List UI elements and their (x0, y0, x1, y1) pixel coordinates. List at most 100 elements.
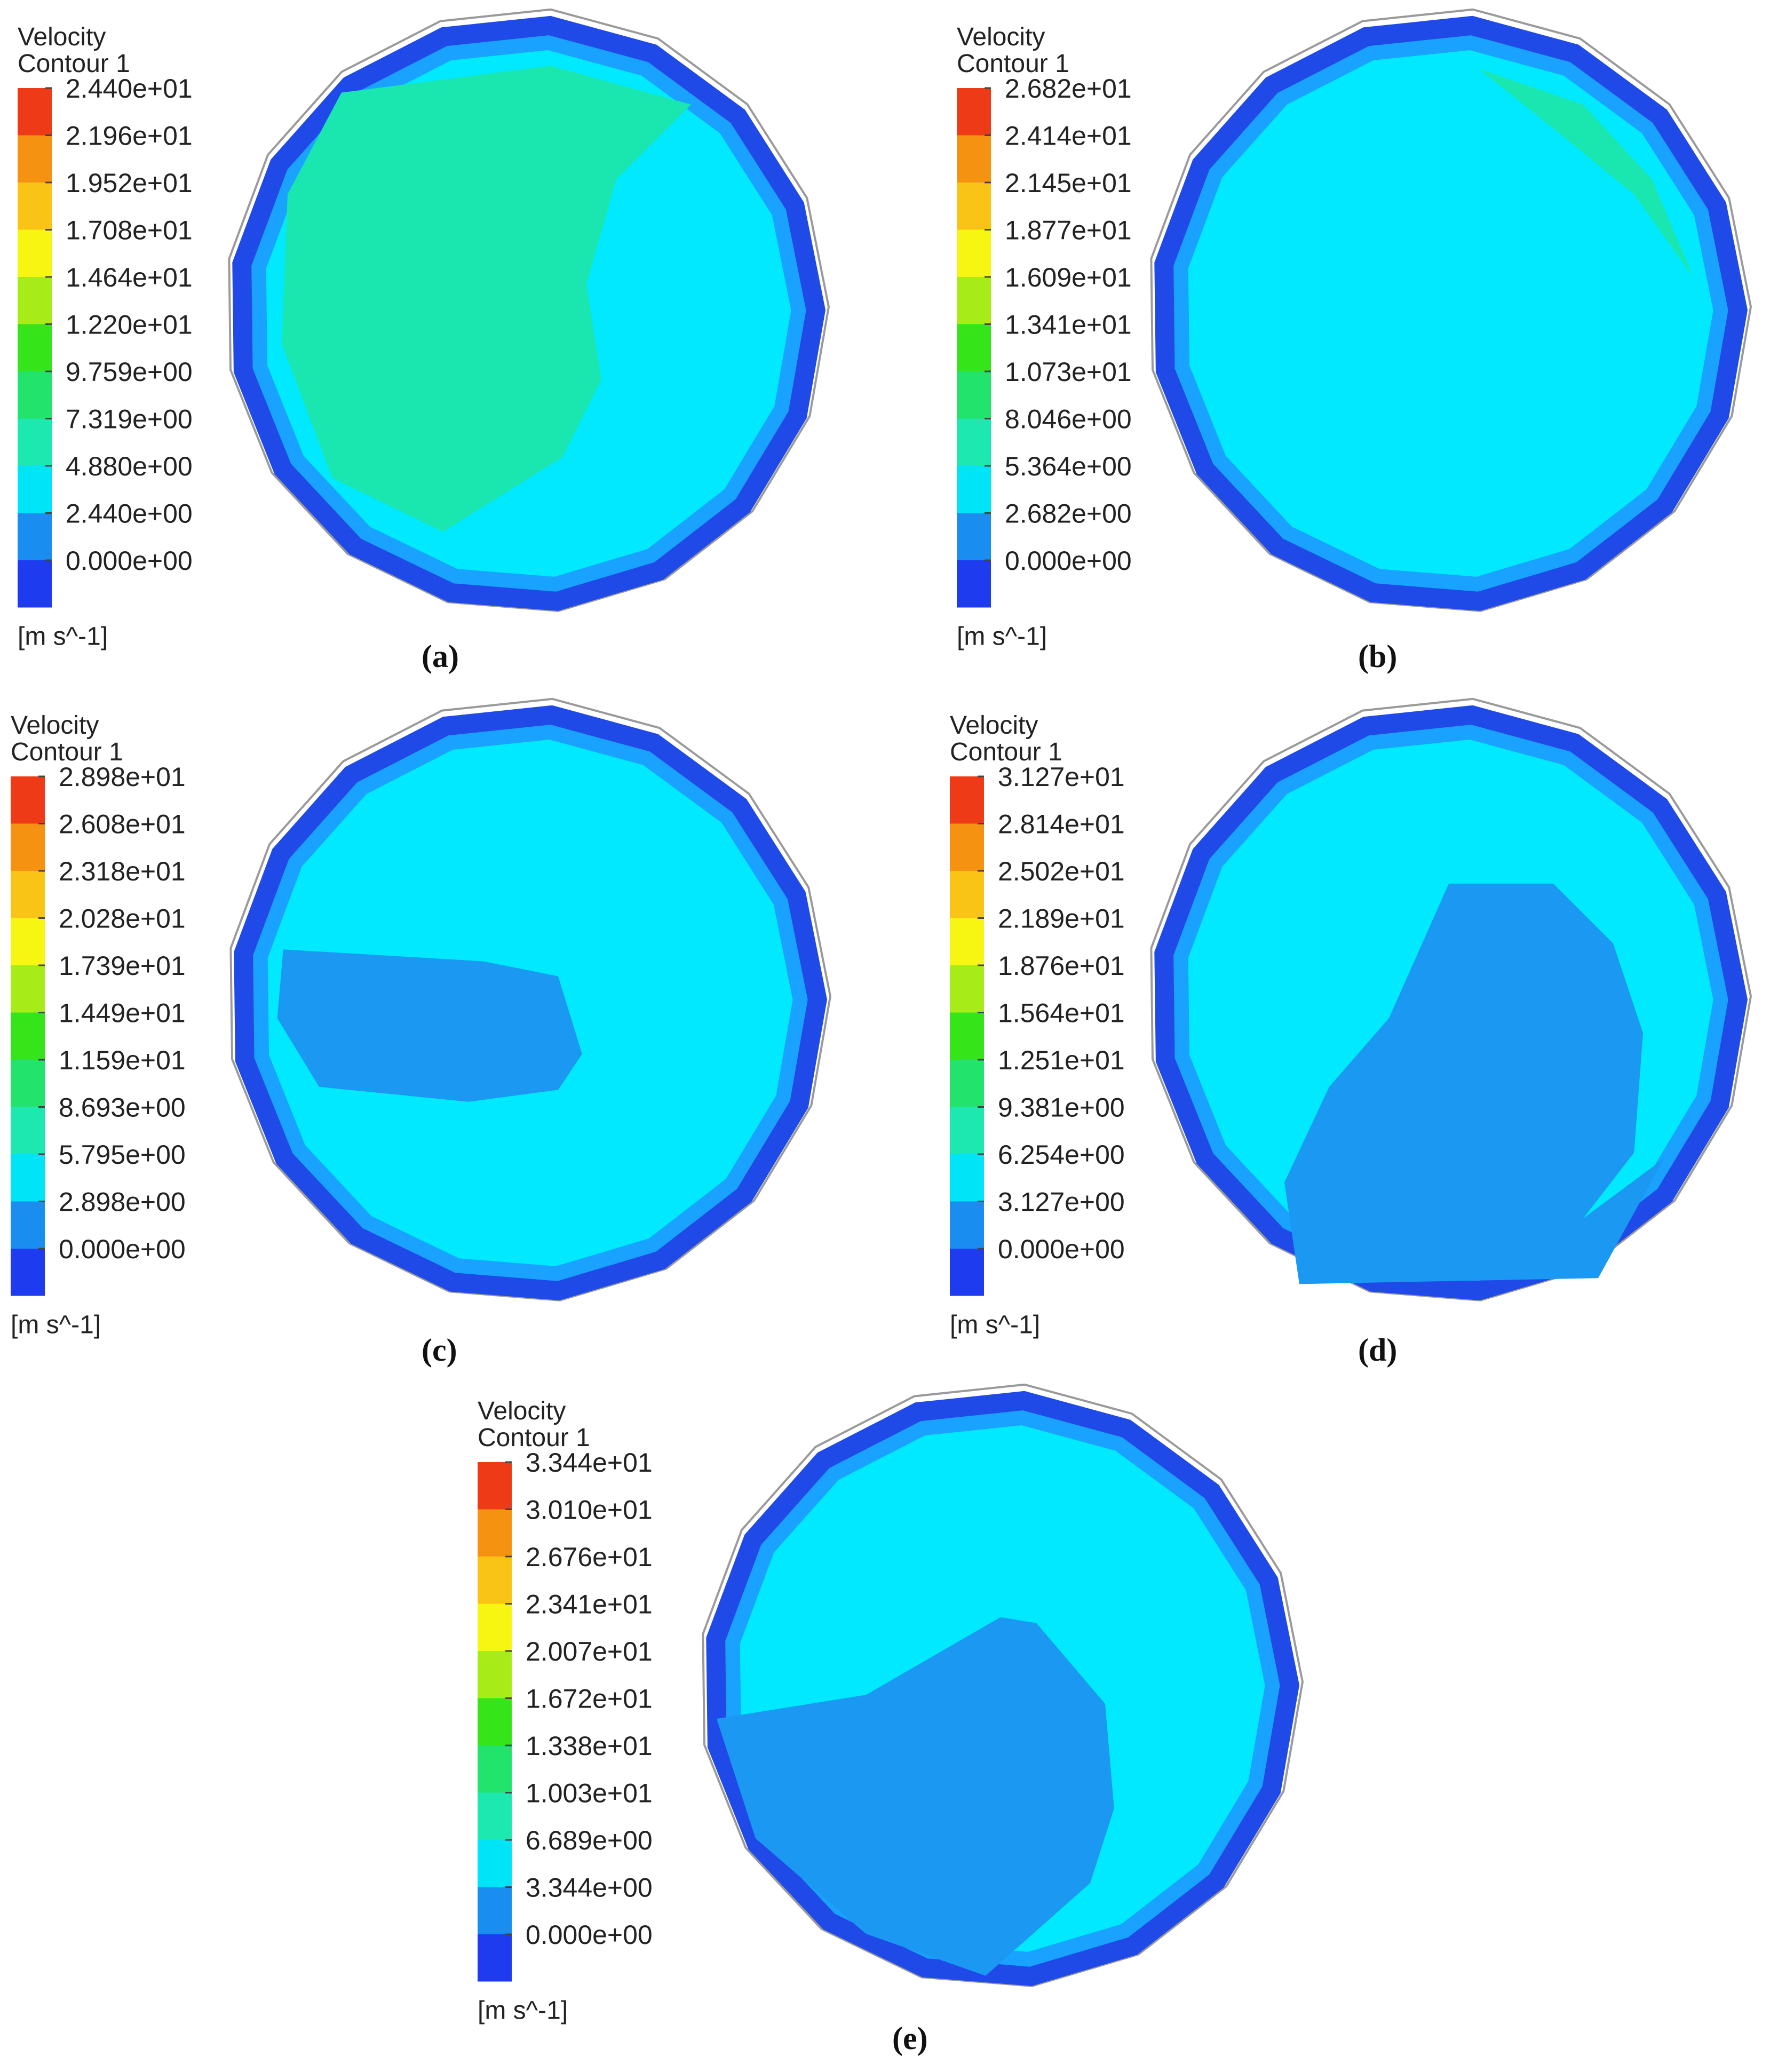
legend-unit: [m s^-1] (11, 1311, 101, 1339)
colorbar-tick-label: 1.708e+01 (66, 216, 193, 245)
high-velocity-zone (1479, 68, 1694, 278)
colorbar-band (478, 1651, 512, 1698)
colorbar-tick-label: 1.464e+01 (66, 263, 193, 292)
colorbar-band (950, 1154, 984, 1202)
legend-title: Velocity (18, 23, 106, 51)
legend-unit: [m s^-1] (950, 1311, 1040, 1339)
colorbar-tick-label: 2.007e+01 (526, 1637, 653, 1666)
colorbar-band (957, 277, 991, 324)
colorbar-band (11, 871, 45, 918)
colorbar-band (11, 1154, 45, 1202)
colorbar-tick-label: 3.344e+00 (526, 1873, 653, 1903)
colorbar-tick-label: 1.341e+01 (1005, 310, 1132, 340)
colorbar-tick-label: 5.795e+00 (59, 1140, 186, 1170)
colorbar-tick-label: 0.000e+00 (526, 1920, 653, 1950)
colorbar-band (18, 229, 52, 277)
colorbar-band (950, 1201, 984, 1249)
colorbar-tick-label: 1.672e+01 (526, 1684, 653, 1714)
colorbar-tick-label: 9.381e+00 (998, 1093, 1125, 1123)
colorbar-tick-label: 1.952e+01 (66, 168, 193, 198)
colorbar-tick-label: 8.693e+00 (59, 1093, 186, 1123)
colorbar-band (957, 182, 991, 230)
panel-caption: (e) (892, 2021, 928, 2056)
colorbar-band (18, 88, 52, 136)
colorbar-band (478, 1840, 512, 1887)
colorbar-tick-label: 3.344e+01 (526, 1448, 653, 1478)
colorbar-band (18, 182, 52, 230)
colorbar-band (11, 1249, 45, 1296)
contour-plot-a (228, 8, 830, 612)
colorbar-band (478, 1887, 512, 1934)
colorbar-tick-label: 1.876e+01 (998, 951, 1125, 981)
panel-caption: (c) (422, 1332, 457, 1368)
colorbar-tick-label: 2.440e+00 (66, 499, 193, 529)
colorbar-band (11, 1060, 45, 1107)
colorbar-tick-label: 2.414e+01 (1005, 121, 1132, 151)
colorbar-tick-label: 2.898e+01 (59, 762, 186, 792)
colorbar-band (957, 324, 991, 371)
colorbar-tick-label: 8.046e+00 (1005, 404, 1132, 434)
colorbar-band (950, 776, 984, 824)
colorbar-band (18, 371, 52, 419)
legend-title: Velocity (950, 711, 1038, 740)
colorbar-band (957, 466, 991, 513)
colorbar-band (18, 277, 52, 324)
colorbar-band (957, 88, 991, 136)
panel-caption: (b) (1358, 639, 1397, 674)
colorbar-band (478, 1745, 512, 1793)
colorbar-band (11, 823, 45, 871)
colorbar-band (957, 229, 991, 277)
contour-plot-b (1150, 8, 1752, 612)
colorbar-tick-label: 5.364e+00 (1005, 451, 1132, 481)
colorbar-tick-label: 1.251e+01 (998, 1045, 1125, 1075)
colorbar-band (478, 1792, 512, 1840)
legend-subtitle: Contour 1 (957, 50, 1069, 78)
colorbar-band (950, 823, 984, 871)
colorbar-band (950, 1107, 984, 1154)
colorbar-tick-label: 2.318e+01 (59, 856, 186, 886)
colorbar-tick-label: 1.449e+01 (59, 998, 186, 1028)
colorbar-tick-label: 2.814e+01 (998, 809, 1125, 839)
low-velocity-zone (717, 1617, 1114, 1976)
colorbar-band (950, 1012, 984, 1060)
colorbar-band (11, 918, 45, 965)
legend-title: Velocity (478, 1397, 566, 1425)
colorbar-band (957, 418, 991, 466)
low-velocity-zone (277, 949, 582, 1102)
legend-unit: [m s^-1] (957, 623, 1047, 651)
colorbar-band (478, 1698, 512, 1745)
colorbar-tick-label: 2.145e+01 (1005, 168, 1132, 198)
colorbar-band (950, 965, 984, 1013)
colorbar-tick-label: 4.880e+00 (66, 451, 193, 481)
colorbar-tick-label: 2.341e+01 (526, 1590, 653, 1620)
contour-plot-e (702, 1383, 1304, 1987)
colorbar-band (18, 135, 52, 182)
colorbar-tick-label: 1.159e+01 (59, 1045, 186, 1075)
colorbar-band (478, 1509, 512, 1557)
panel-caption: (d) (1358, 1332, 1397, 1368)
colorbar-tick-label: 2.196e+01 (66, 121, 193, 151)
colorbar-tick-label: 2.608e+01 (59, 809, 186, 839)
colorbar-band (478, 1462, 512, 1510)
colorbar-band (957, 513, 991, 560)
high-velocity-zone (281, 66, 691, 532)
colorbar-tick-label: 1.073e+01 (1005, 357, 1132, 387)
colorbar-tick-label: 2.682e+00 (1005, 499, 1132, 529)
legend-subtitle: Contour 1 (950, 738, 1062, 766)
legend-subtitle: Contour 1 (18, 50, 130, 78)
colorbar-band (18, 466, 52, 513)
colorbar-band (18, 418, 52, 466)
legend-subtitle: Contour 1 (478, 1424, 590, 1452)
colorbar-tick-label: 1.609e+01 (1005, 263, 1132, 292)
colorbar-tick-label: 2.676e+01 (526, 1542, 653, 1572)
colorbar-band (18, 513, 52, 560)
